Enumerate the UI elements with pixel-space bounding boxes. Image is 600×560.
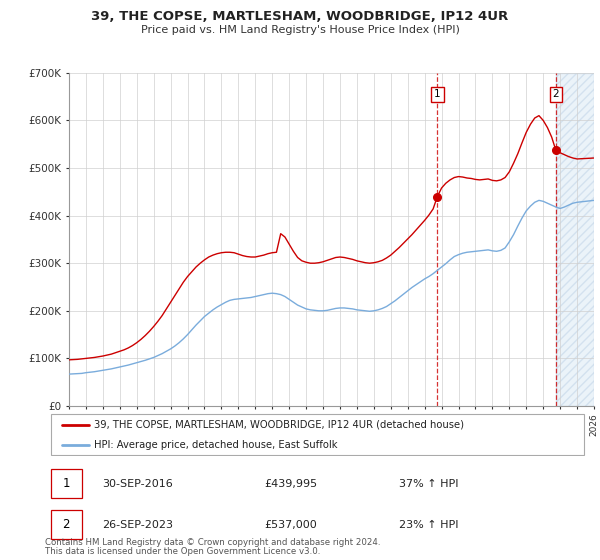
- Text: £439,995: £439,995: [264, 479, 317, 489]
- Text: 39, THE COPSE, MARTLESHAM, WOODBRIDGE, IP12 4UR: 39, THE COPSE, MARTLESHAM, WOODBRIDGE, I…: [91, 10, 509, 22]
- Text: This data is licensed under the Open Government Licence v3.0.: This data is licensed under the Open Gov…: [45, 547, 320, 556]
- FancyBboxPatch shape: [50, 510, 82, 539]
- Text: Contains HM Land Registry data © Crown copyright and database right 2024.: Contains HM Land Registry data © Crown c…: [45, 538, 380, 547]
- Text: £537,000: £537,000: [264, 520, 317, 530]
- Bar: [556, 73, 594, 406]
- Text: 37% ↑ HPI: 37% ↑ HPI: [399, 479, 458, 489]
- Text: 39, THE COPSE, MARTLESHAM, WOODBRIDGE, IP12 4UR (detached house): 39, THE COPSE, MARTLESHAM, WOODBRIDGE, I…: [94, 419, 464, 430]
- Text: 1: 1: [62, 477, 70, 490]
- Text: 1: 1: [434, 90, 440, 100]
- Text: HPI: Average price, detached house, East Suffolk: HPI: Average price, detached house, East…: [94, 440, 337, 450]
- Text: 2: 2: [62, 518, 70, 531]
- Text: 23% ↑ HPI: 23% ↑ HPI: [399, 520, 458, 530]
- Bar: [556, 73, 594, 406]
- FancyBboxPatch shape: [50, 469, 82, 498]
- Text: 26-SEP-2023: 26-SEP-2023: [102, 520, 173, 530]
- Text: Price paid vs. HM Land Registry's House Price Index (HPI): Price paid vs. HM Land Registry's House …: [140, 25, 460, 35]
- Text: 2: 2: [553, 90, 559, 100]
- FancyBboxPatch shape: [50, 414, 584, 455]
- Text: 30-SEP-2016: 30-SEP-2016: [102, 479, 173, 489]
